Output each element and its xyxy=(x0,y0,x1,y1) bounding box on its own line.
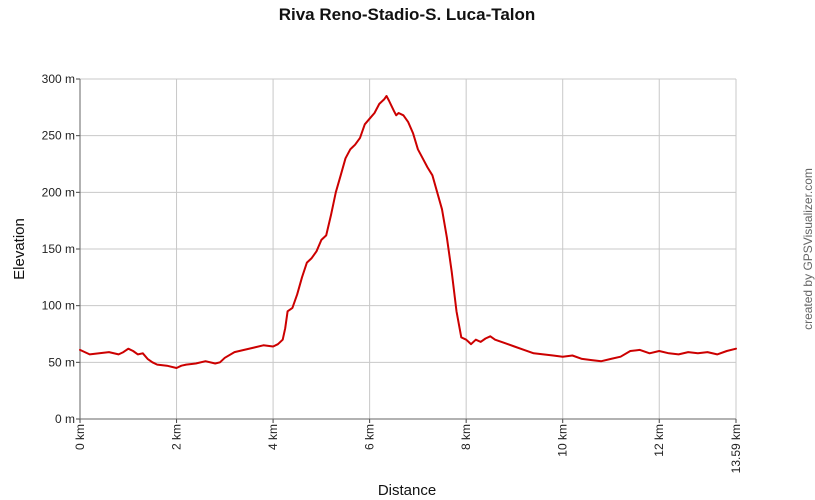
x-tick-labels: 0 km 2 km 4 km 6 km 8 km 10 km 12 km 13.59 km xyxy=(73,424,743,473)
y-tick-label: 200 m xyxy=(42,185,75,199)
x-tick-label: 2 km xyxy=(170,424,184,450)
x-tick-label: 8 km xyxy=(459,424,473,450)
x-tick-label: 0 km xyxy=(73,424,87,450)
y-axis-label: Elevation xyxy=(11,218,28,280)
axes xyxy=(76,78,737,423)
x-tick-label: 12 km xyxy=(652,424,666,457)
x-tick-label: 13.59 km xyxy=(729,424,743,473)
y-tick-label: 250 m xyxy=(42,129,75,143)
chart-title: Riva Reno-Stadio-S. Luca-Talon xyxy=(279,5,536,24)
x-tick-label: 10 km xyxy=(556,424,570,457)
y-tick-label: 150 m xyxy=(42,242,75,256)
grid xyxy=(79,78,737,420)
plot-area xyxy=(79,95,737,369)
x-axis-label: Distance xyxy=(378,482,436,499)
elevation-series-line xyxy=(79,95,737,369)
y-tick-label: 300 m xyxy=(42,72,75,86)
y-tick-label: 50 m xyxy=(48,355,75,369)
x-tick-label: 4 km xyxy=(266,424,280,450)
y-tick-labels: 0 m 50 m 100 m 150 m 200 m 250 m 300 m xyxy=(42,72,75,426)
y-tick-label: 0 m xyxy=(55,412,75,426)
x-tick-label: 6 km xyxy=(363,424,377,450)
y-tick-label: 100 m xyxy=(42,299,75,313)
credit-text: created by GPSVisualizer.com xyxy=(801,168,815,330)
